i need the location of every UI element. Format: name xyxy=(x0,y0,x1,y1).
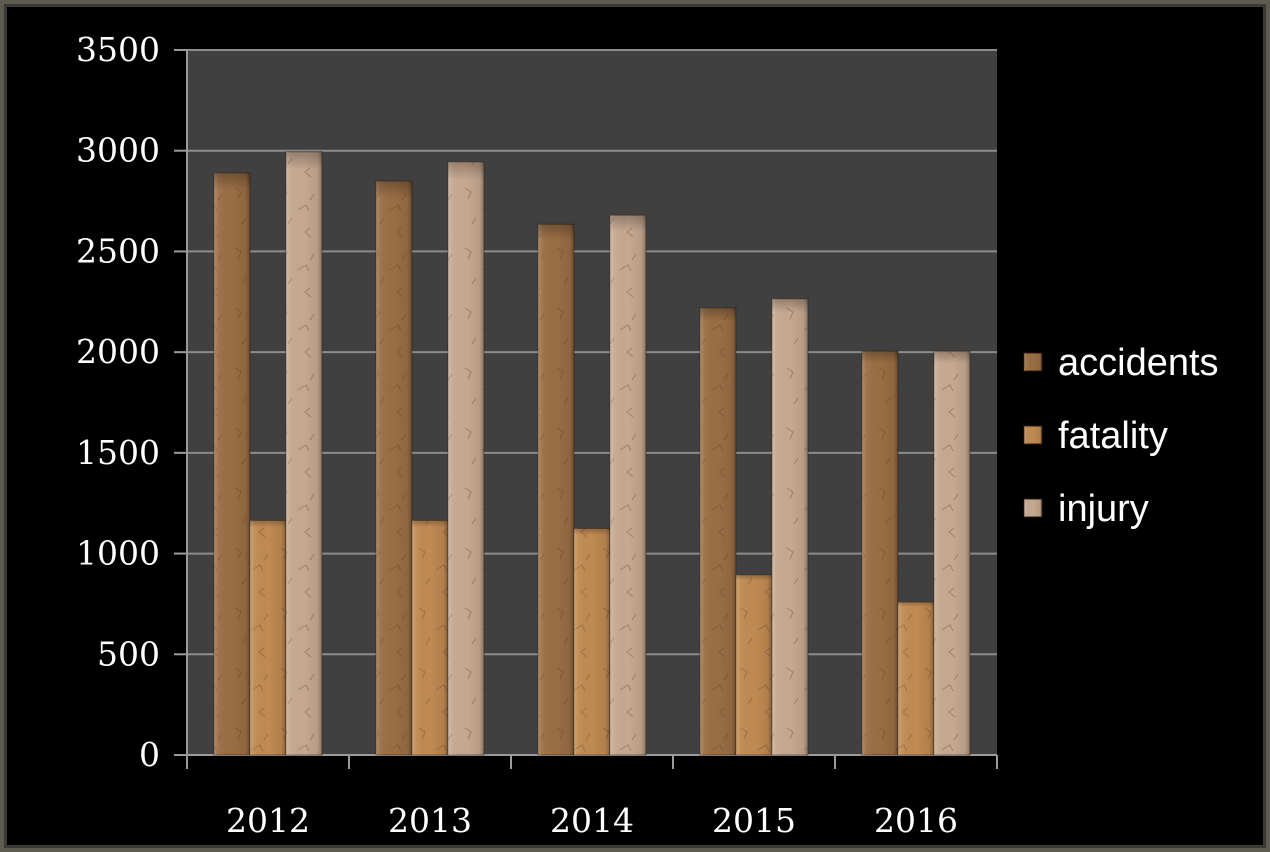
x-tick-label: 2015 xyxy=(712,801,796,840)
legend-label: fatality xyxy=(1058,415,1168,457)
x-tick-label: 2014 xyxy=(550,801,634,840)
axes: 0 500 1000 1500 2000 2500 3000 3500 2012 2013 2014… xyxy=(76,30,998,840)
bar-fatality-2013 xyxy=(411,519,449,756)
legend-item-accidents: accidents xyxy=(1023,342,1219,384)
legend: accidents fatality injury xyxy=(1023,342,1219,530)
bar-accidents-2012 xyxy=(213,172,251,756)
bar-injury-2016 xyxy=(933,350,971,756)
y-tick-label: 3000 xyxy=(76,131,160,170)
bars xyxy=(213,151,971,756)
bar-accidents-2015 xyxy=(699,307,737,756)
bar-fatality-2016 xyxy=(897,601,935,756)
bar-fatality-2015 xyxy=(735,574,773,756)
legend-item-fatality: fatality xyxy=(1023,415,1168,457)
bar-injury-2015 xyxy=(771,298,809,756)
x-tick-label: 2013 xyxy=(388,801,472,840)
legend-item-injury: injury xyxy=(1023,488,1149,530)
y-tick-label: 2500 xyxy=(76,231,160,270)
bar-fatality-2014 xyxy=(573,527,611,756)
bar-injury-2012 xyxy=(285,151,323,756)
y-tick-label: 500 xyxy=(97,634,160,673)
y-tick-label: 2000 xyxy=(76,332,160,371)
bar-accidents-2014 xyxy=(537,223,575,756)
y-tick-label: 1000 xyxy=(76,534,160,573)
x-tick-label: 2012 xyxy=(226,801,310,840)
y-tick-label: 1500 xyxy=(76,433,160,472)
y-tick-label: 3500 xyxy=(76,30,160,69)
bar-accidents-2016 xyxy=(861,350,899,756)
bar-injury-2013 xyxy=(447,161,485,756)
bar-injury-2014 xyxy=(609,214,647,756)
x-tick-label: 2016 xyxy=(874,801,958,840)
legend-label: accidents xyxy=(1058,342,1219,384)
y-tick-label: 0 xyxy=(139,735,160,774)
legend-label: injury xyxy=(1058,488,1149,530)
bar-fatality-2012 xyxy=(249,519,287,756)
bar-accidents-2013 xyxy=(375,180,413,756)
